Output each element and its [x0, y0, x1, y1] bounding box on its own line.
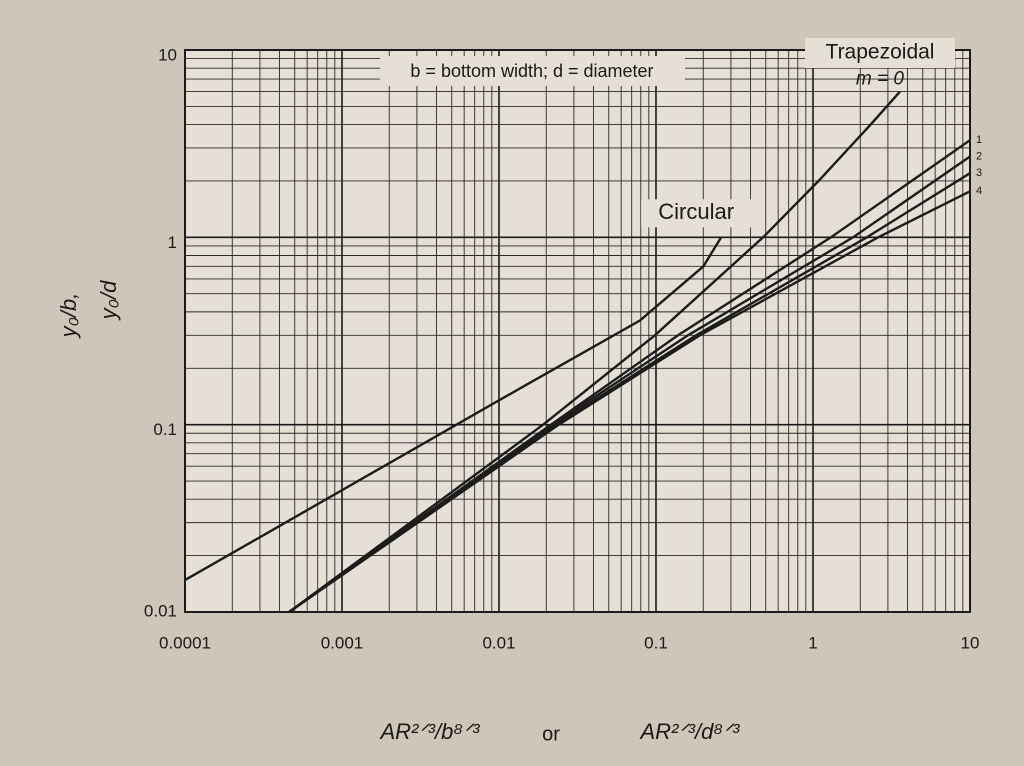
group-box	[805, 38, 955, 68]
y-tick-label: 1	[168, 233, 177, 252]
legend-box	[641, 199, 752, 228]
x-label: or	[542, 723, 560, 745]
legend-label: m = 0	[856, 69, 904, 90]
series-line	[288, 90, 901, 613]
legend-label: 1	[976, 134, 982, 146]
y-label: y₀/d	[96, 280, 121, 321]
lines	[184, 90, 971, 613]
y-tick-label: 10	[158, 45, 177, 64]
group-label: Trapezoidal	[826, 41, 935, 64]
y-label: y₀/b,	[56, 293, 81, 340]
x-tick-label: 0.01	[482, 633, 515, 652]
x-tick-label: 0.001	[321, 633, 364, 652]
annotation: b = bottom width; d = diameter	[410, 61, 653, 81]
y-tick-label: 0.01	[144, 601, 177, 620]
x-tick-label: 0.0001	[159, 633, 211, 652]
x-tick-label: 0.1	[644, 633, 668, 652]
y-tick-label: 0.1	[153, 420, 177, 439]
legend-label: 3	[976, 167, 982, 179]
x-label: AR²ᐟ³/d⁸ᐟ³	[638, 719, 740, 744]
annotation-box	[380, 56, 685, 86]
legend-label: 2	[976, 150, 982, 162]
legend-label: 4	[976, 185, 982, 197]
legend-label: Circular	[658, 199, 734, 224]
plot-area	[184, 49, 971, 613]
x-label: AR²ᐟ³/b⁸ᐟ³	[378, 719, 480, 744]
series-line	[184, 236, 723, 582]
series-line	[288, 190, 971, 613]
x-tick-label: 10	[961, 633, 980, 652]
x-tick-label: 1	[808, 633, 817, 652]
